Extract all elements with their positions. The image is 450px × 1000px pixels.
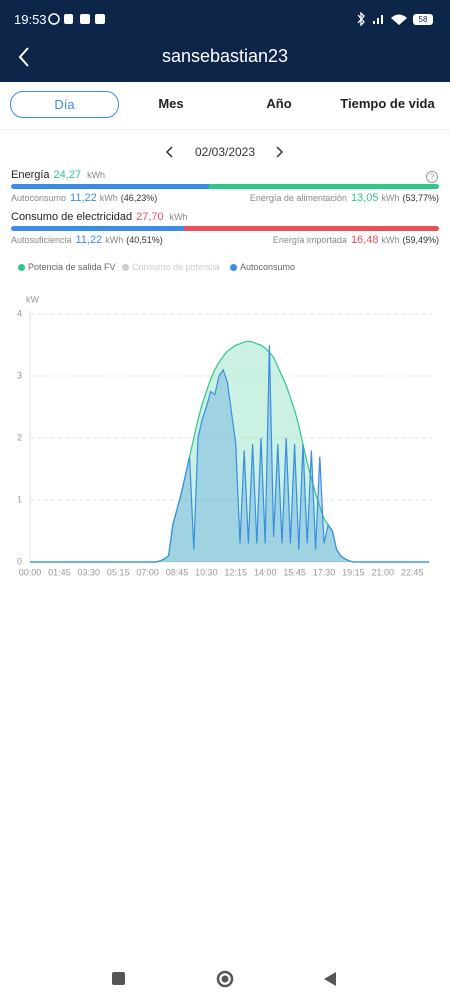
y-tick-label: 0 [17,556,22,566]
x-tick-label: 21:00 [372,567,395,577]
sub-right: Energía de alimentación 13,05 kWh (53,77%) [250,192,439,204]
summary-row: Energía 24,27 kWh [11,169,105,181]
x-tick-label: 22:45 [401,567,424,577]
sub-label: Autosuficiencia [11,235,72,245]
legend-dot [230,264,237,271]
sub-right: Energía importada 16,48 kWh (59,49%) [273,234,439,246]
summary-row: Consumo de electricidad 27,70 kWh [11,211,188,223]
sub-pct: (53,77%) [402,193,439,203]
back-button[interactable] [16,46,36,68]
tab[interactable]: Mes [158,96,184,111]
x-tick-label: 01:45 [48,567,71,577]
sub-pct: (40,51%) [126,235,163,245]
bar-right [208,184,439,189]
x-tick-label: 14:00 [254,567,277,577]
label: Consumo de electricidad [11,211,133,223]
status-right-icons [357,12,407,26]
battery: 58 [413,14,433,25]
sub-value: 16,48 [350,234,379,246]
nav-recent[interactable] [112,972,125,985]
legend-dot [122,264,129,271]
prev-date[interactable] [165,146,173,158]
x-tick-label: 15:45 [283,567,306,577]
x-tick-label: 08:45 [166,567,189,577]
status-time: 19:53 [14,12,47,27]
legend-item[interactable]: Consumo de potencia [122,262,220,272]
sub-label: Energía de alimentación [249,193,347,203]
sub-label: Autoconsumo [11,193,67,203]
legend-item[interactable]: Potencia de salida FV [18,262,116,272]
sub-value: 11,22 [75,234,103,246]
x-tick-label: 03:30 [78,567,101,577]
nav-back[interactable] [324,972,336,986]
y-tick-label: 1 [17,494,22,504]
sub-unit: kWh [105,235,124,245]
tab[interactable]: Tiempo de vida [340,96,435,111]
sub-left: Autoconsumo 11,22 kWh (46,23%) [11,192,157,204]
separator [0,129,450,130]
chart: kW 0 1 2 3 4 00:00 01:45 03:30 05:15 07:00 08:45 10:… [17,294,432,577]
value: 24,27 [53,169,82,181]
area-line [30,344,429,563]
bar-right [184,226,439,231]
value: 27,70 [136,211,164,223]
legend-label: Consumo de potencia [132,262,220,272]
page-title: sansebastian23 [161,46,289,66]
next-date[interactable] [276,146,284,158]
x-tick-label: 12:15 [225,567,248,577]
area-fill [30,345,429,562]
y-tick-label: 3 [17,370,22,380]
status-icons [48,13,105,25]
nav-home-dot [221,975,229,983]
area-fill [30,341,429,562]
x-tick-label: 00:00 [19,567,42,577]
unit: kWh [169,212,188,222]
nav-bar [112,970,336,988]
legend-item[interactable]: Autoconsumo [230,262,295,272]
legend-label: Potencia de salida FV [28,262,116,272]
y-axis-label: kW [26,294,40,304]
x-tick-label: 10:30 [195,567,218,577]
date: 02/03/2023 [194,145,256,159]
sub-left: Autosuficiencia 11,22 kWh (40,51%) [11,234,163,246]
unit: kWh [87,170,106,180]
sub-unit: kWh [99,193,118,203]
sub-pct: (59,49%) [402,235,439,245]
date-nav [165,146,284,158]
nav-home[interactable] [216,970,234,988]
label: Energía [11,169,50,181]
x-tick-label: 19:15 [342,567,365,577]
legend-label: Autoconsumo [240,262,296,272]
x-tick-label: 17:30 [313,567,336,577]
sub-unit: kWh [381,193,400,203]
bar-left [11,226,185,231]
svg-text:?: ? [430,173,435,182]
tab[interactable]: Día [10,91,119,118]
sub-label: Energía importada [272,235,347,245]
help-icon[interactable]: ? [425,170,439,184]
sub-unit: kWh [381,235,400,245]
tab[interactable]: Año [266,96,292,111]
sub-pct: (46,23%) [120,193,158,203]
sub-value: 11,22 [70,192,97,204]
x-tick-label: 07:00 [136,567,159,577]
y-tick-label: 2 [17,432,22,442]
top-bar [0,0,450,82]
y-tick-label: 4 [17,308,22,318]
bar-left [11,184,209,189]
sub-value: 13,05 [350,192,379,204]
legend-dot [18,264,25,271]
x-tick-label: 05:15 [107,567,130,577]
